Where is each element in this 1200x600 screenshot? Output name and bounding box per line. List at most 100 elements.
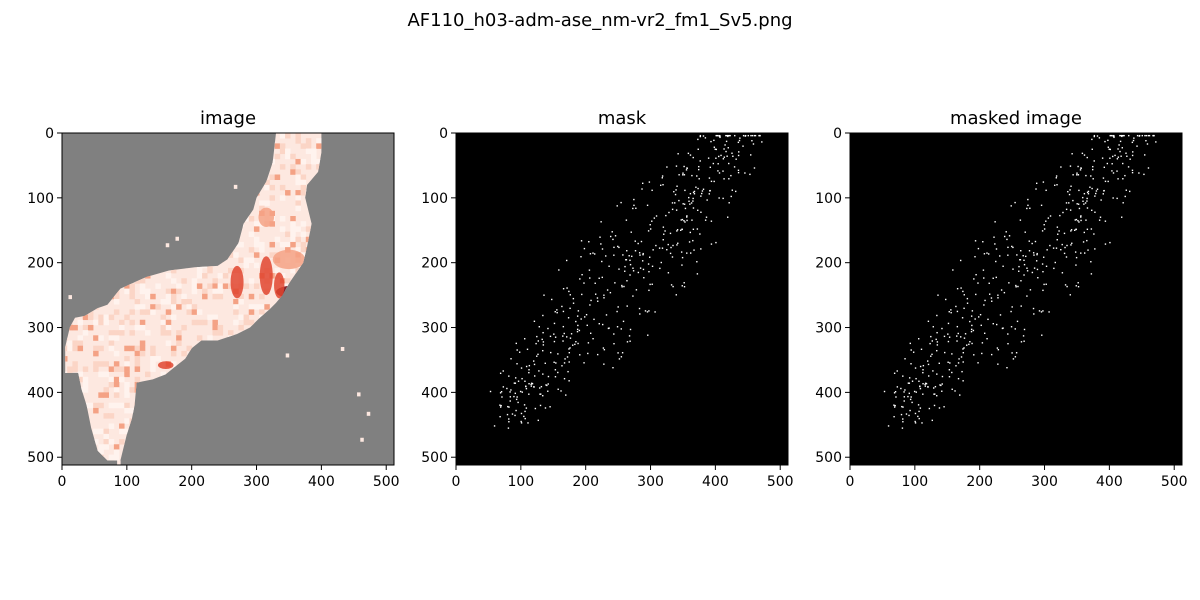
image-texture-cell <box>139 324 146 331</box>
image-texture-cell <box>300 231 307 238</box>
mask-point <box>935 338 937 341</box>
mask-point <box>700 211 702 213</box>
image-texture-cell <box>274 236 281 243</box>
mask-point <box>1074 219 1076 221</box>
image-texture-cell <box>82 324 89 331</box>
image-texture-cell <box>243 283 250 289</box>
image-texture-cell <box>139 350 146 357</box>
mask-point <box>515 342 517 345</box>
mask-point <box>729 134 731 137</box>
mask-point <box>584 316 586 318</box>
mask-point <box>728 202 730 204</box>
y-tick-label: 300 <box>27 321 54 337</box>
image-fragment <box>285 353 290 358</box>
image-texture-cell <box>202 319 208 326</box>
image-texture-cell <box>290 169 296 175</box>
mask-point <box>542 395 544 397</box>
mask-point <box>960 336 962 338</box>
mask-point <box>689 231 692 234</box>
image-texture-cell <box>98 345 104 352</box>
mask-point <box>602 347 605 349</box>
mask-point <box>983 304 985 306</box>
mask-point <box>613 246 615 249</box>
mask-point <box>1082 200 1084 202</box>
image-texture-cell <box>98 319 104 326</box>
mask-point <box>705 216 708 218</box>
mask-point <box>601 323 604 326</box>
mask-point <box>1110 134 1112 137</box>
image-texture-cell <box>108 382 115 388</box>
image-texture-cell <box>145 371 151 378</box>
mask-point <box>728 162 730 165</box>
mask-point <box>1086 197 1088 200</box>
image-texture-cell <box>300 190 307 196</box>
image-texture-cell <box>139 340 146 346</box>
mask-point <box>933 393 935 395</box>
image-texture-cell <box>103 428 109 435</box>
mask-point <box>1099 216 1102 218</box>
mask-point <box>1086 200 1088 202</box>
mask-point <box>1042 310 1044 312</box>
mask-point <box>715 241 717 244</box>
mask-point <box>520 420 522 423</box>
image-texture-cell <box>160 319 167 326</box>
mask-point <box>1121 134 1123 137</box>
mask-point <box>1122 134 1124 137</box>
mask-point <box>1091 148 1093 150</box>
mask-point <box>600 221 602 223</box>
image-texture-cell <box>113 293 120 300</box>
mask-point <box>565 259 568 262</box>
image-texture-cell <box>155 304 161 310</box>
mask-point <box>589 253 592 255</box>
mask-point <box>911 380 914 382</box>
mask-point <box>533 363 536 366</box>
mask-point <box>541 338 543 341</box>
image-texture-cell <box>285 133 291 139</box>
mask-point <box>1023 274 1025 276</box>
y-tick-label: 100 <box>421 191 448 207</box>
mask-point <box>633 204 635 207</box>
mask-point <box>924 383 926 386</box>
mask-point <box>671 208 674 211</box>
mask-point <box>616 205 618 207</box>
mask-point <box>683 203 686 205</box>
mask-point <box>956 325 959 328</box>
mask-point <box>928 407 931 410</box>
mask-point <box>1113 136 1115 139</box>
mask-point <box>524 380 526 382</box>
mask-point <box>1028 250 1031 252</box>
mask-point <box>956 287 959 290</box>
mask-point <box>1066 244 1068 247</box>
mask-point <box>1129 190 1131 193</box>
mask-point <box>651 189 653 192</box>
mask-point <box>1114 154 1116 157</box>
image-texture-cell <box>290 267 296 274</box>
mask-point <box>723 148 725 150</box>
image-texture-cell <box>290 164 296 170</box>
mask-point <box>617 352 619 354</box>
x-tick-label: 100 <box>507 474 534 490</box>
mask-point <box>1006 366 1008 369</box>
mask-point <box>934 393 936 395</box>
mask-point <box>1017 285 1019 288</box>
mask-point <box>1124 195 1126 198</box>
mask-point <box>568 351 571 354</box>
image-texture-cell <box>238 241 244 248</box>
mask-point <box>908 414 910 417</box>
image-texture-cell <box>134 299 141 305</box>
image-hotspot <box>157 361 174 370</box>
image-texture-cell <box>108 376 115 383</box>
mask-point <box>592 337 594 340</box>
mask-point <box>594 282 596 284</box>
mask-point <box>634 250 637 252</box>
mask-point <box>1104 140 1106 143</box>
mask-point <box>539 404 542 407</box>
mask-point <box>518 351 521 353</box>
mask-point <box>666 248 668 251</box>
mask-point <box>543 294 545 296</box>
mask-point <box>647 334 649 336</box>
image-texture-cell <box>290 216 296 222</box>
mask-point <box>652 249 654 251</box>
image-texture-cell <box>134 304 141 310</box>
image-texture-cell <box>259 200 265 206</box>
